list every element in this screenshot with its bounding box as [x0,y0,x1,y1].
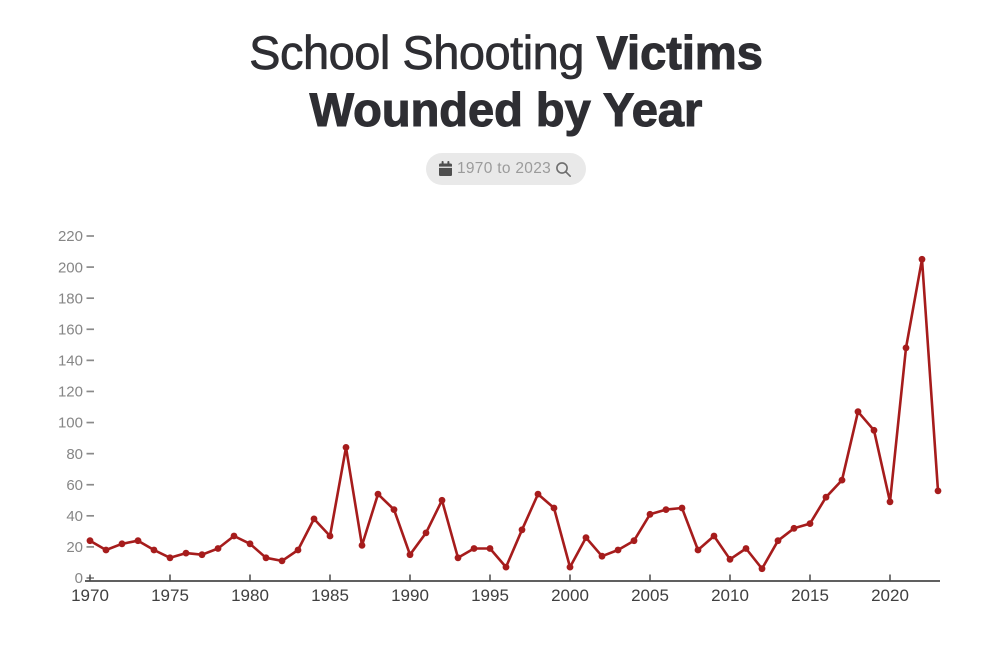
data-point[interactable] [646,510,654,518]
data-point[interactable] [214,545,222,552]
data-point[interactable] [806,520,814,527]
x-axis-tick-label: 1970 [71,586,109,605]
data-point[interactable] [470,545,478,552]
data-point[interactable] [502,563,510,571]
calendar-icon [438,161,452,176]
data-point[interactable] [694,546,702,554]
y-axis-tick-label: 180 [58,290,83,307]
x-axis-tick-label: 1985 [311,586,349,605]
data-point[interactable] [150,546,158,554]
data-point[interactable] [166,554,174,562]
data-point[interactable] [918,255,926,263]
data-point[interactable] [614,546,622,554]
data-point[interactable] [486,545,494,552]
data-point[interactable] [326,532,334,540]
y-axis-tick-label: 100 [58,415,83,432]
x-axis-tick-label: 2020 [871,586,909,605]
date-range-label: 1970 to 2023 [456,160,552,177]
data-point[interactable] [822,493,830,501]
data-point[interactable] [278,557,286,565]
data-point[interactable] [118,540,126,548]
x-axis-tick-label: 1980 [231,586,269,605]
y-axis-tick-label: 120 [58,384,83,401]
data-point[interactable] [246,540,254,548]
title-regular: School Shooting [249,26,585,80]
data-point[interactable] [438,496,446,504]
data-point[interactable] [662,506,670,513]
data-point[interactable] [262,554,270,562]
data-point[interactable] [390,506,398,513]
data-point[interactable] [134,537,142,545]
data-point[interactable] [230,532,238,540]
data-point[interactable] [870,426,878,434]
data-point[interactable] [726,555,734,563]
y-axis-tick-label: 60 [66,477,83,494]
data-point[interactable] [838,476,846,484]
data-point[interactable] [758,565,766,573]
data-point[interactable] [630,537,638,545]
y-axis-tick-label: 20 [66,539,83,556]
y-axis-tick-label: 80 [66,446,83,463]
title-emphasis: Victims [596,25,763,79]
data-point[interactable] [310,515,318,523]
data-point[interactable] [710,532,718,540]
x-axis-tick-label: 2005 [631,586,669,605]
data-point[interactable] [774,537,782,545]
y-axis-tick-label: 200 [58,259,83,276]
data-point[interactable] [742,545,750,552]
data-point[interactable] [550,504,558,512]
data-point[interactable] [374,490,382,498]
x-axis-tick-label: 1995 [471,586,509,605]
data-point[interactable] [86,537,94,545]
date-range-filter[interactable]: 1970 to 2023 [425,153,587,185]
data-point[interactable] [934,487,942,495]
data-point[interactable] [454,554,462,562]
x-axis-tick-label: 2015 [791,586,829,605]
data-point[interactable] [294,546,302,554]
data-point[interactable] [886,498,894,506]
data-point[interactable] [518,526,526,534]
x-axis-tick-label: 1990 [391,586,429,605]
data-point[interactable] [566,563,574,571]
data-point[interactable] [182,549,190,557]
title-line2: Wounded by Year [309,82,703,136]
data-point[interactable] [598,552,606,560]
y-axis-tick-label: 160 [58,321,83,338]
data-point[interactable] [582,534,590,541]
data-point[interactable] [406,551,414,559]
x-axis-tick-label: 2010 [711,586,749,605]
data-point[interactable] [854,408,862,416]
y-axis-tick-label: 40 [66,508,83,525]
x-axis-tick-label: 1975 [151,586,189,605]
magnifier-icon[interactable] [555,161,572,178]
data-point[interactable] [102,546,110,554]
data-point[interactable] [534,490,542,498]
y-axis-tick-label: 0 [75,570,83,587]
data-point[interactable] [342,444,350,451]
data-point[interactable] [790,524,798,532]
y-axis-tick-label: 140 [58,353,83,370]
data-point[interactable] [678,504,686,512]
x-axis-tick-label: 2000 [551,586,589,605]
page-title: School Shooting Victims Wounded by Year [6,24,1000,138]
data-point[interactable] [902,344,910,352]
chart-header: School Shooting Victims Wounded by Year 1… [6,24,1000,185]
data-point[interactable] [422,529,430,537]
data-point[interactable] [198,551,206,559]
data-point[interactable] [358,542,366,549]
y-axis-tick-label: 220 [58,228,83,245]
